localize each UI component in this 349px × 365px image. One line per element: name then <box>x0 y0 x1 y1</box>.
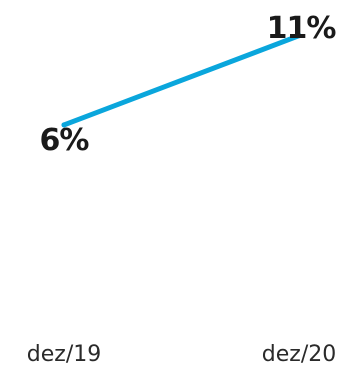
data-point-1 <box>296 33 302 39</box>
x-tick-label-0: dez/19 <box>27 342 101 365</box>
data-labels: 6% 11% <box>40 11 338 158</box>
data-label-1: 11% <box>267 11 337 46</box>
data-point-0 <box>61 122 67 128</box>
data-label-0: 6% <box>40 123 90 158</box>
series-line-0 <box>61 33 302 128</box>
x-tick-label-1: dez/20 <box>262 342 336 365</box>
series-layer <box>61 33 302 128</box>
x-axis: dez/19 dez/20 <box>27 342 336 365</box>
